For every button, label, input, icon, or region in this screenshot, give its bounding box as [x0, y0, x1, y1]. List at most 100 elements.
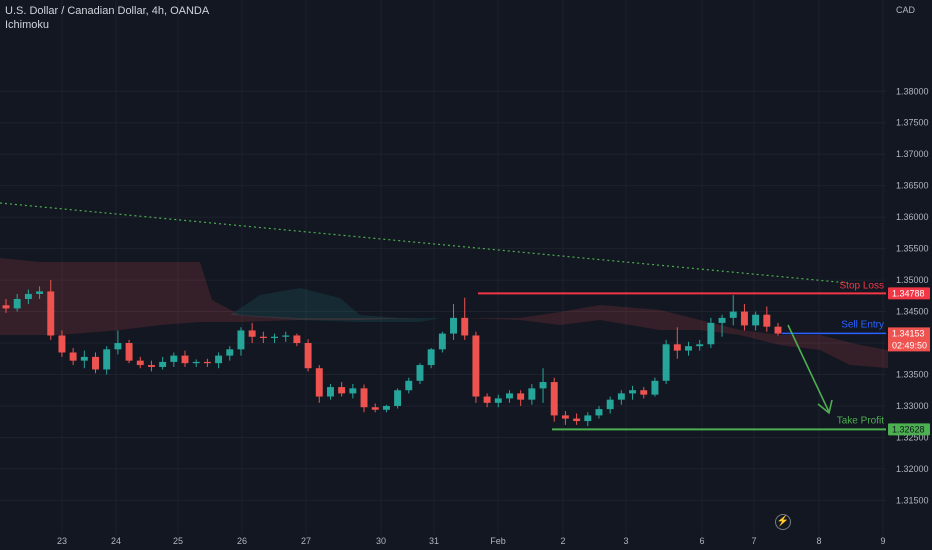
price-tick-label: 1.33500 [896, 370, 929, 380]
price-tick-label: 1.32000 [896, 464, 929, 474]
trade-levels: Stop Loss Sell Entry Take Profit [478, 280, 886, 431]
candle-body [326, 387, 334, 397]
candle-body [405, 380, 413, 391]
candle-body [416, 365, 424, 381]
candle-body [69, 352, 77, 361]
candle-body [259, 336, 267, 338]
price-tick-label: 1.37500 [896, 118, 929, 128]
price-tick-label: 1.38000 [896, 86, 929, 96]
candle-body [192, 361, 200, 364]
cloud-bullish [230, 288, 440, 322]
candle-body [147, 365, 155, 367]
target-arrow-shaft [787, 324, 830, 413]
candle-body [382, 405, 390, 410]
price-tick-label: 1.36500 [896, 181, 929, 191]
time-tick-label: 31 [429, 536, 439, 546]
candle-body [47, 291, 55, 336]
candle-body [461, 317, 469, 336]
candle-body [203, 361, 211, 364]
candle-body [528, 388, 536, 400]
candle-body [752, 314, 760, 326]
candle-body [673, 344, 681, 351]
candle-body [304, 343, 312, 369]
candle-body [92, 356, 99, 370]
candle-body [394, 390, 402, 406]
candle-body [360, 388, 368, 408]
candle-body [226, 349, 234, 356]
time-tick-label: 8 [816, 536, 821, 546]
candle-body [438, 333, 446, 350]
candle-body [662, 344, 670, 381]
candle-body [181, 355, 189, 364]
time-tick-label: 26 [237, 536, 247, 546]
candle-body [584, 415, 592, 422]
price-tick-label: 1.36000 [896, 212, 929, 222]
chikou-dotted-line [0, 202, 849, 284]
lightning-icon[interactable]: ⚡ [775, 514, 791, 530]
candle-body [136, 360, 144, 366]
indicator-label[interactable]: Ichimoku [5, 19, 50, 31]
current-price-tag: 1.34153 [892, 328, 925, 338]
time-tick-label: 27 [301, 536, 311, 546]
time-tick-label: Feb [490, 536, 506, 546]
candle-body [472, 335, 480, 397]
candle-body [696, 344, 704, 347]
candle-body [159, 361, 167, 367]
candle-body [494, 398, 502, 403]
countdown-timer: 02:49:50 [892, 340, 927, 350]
symbol-title: U.S. Dollar / Canadian Dollar, 4h, OANDA [5, 5, 210, 17]
candle-body [427, 349, 435, 366]
candle-body [371, 407, 379, 410]
current-price-tag-bg [888, 327, 930, 352]
candle-body [561, 415, 569, 419]
candle-body [2, 305, 10, 309]
time-tick-label: 2 [560, 536, 565, 546]
candlestick-series [2, 280, 782, 427]
price-tick-label: 1.32500 [896, 432, 929, 442]
candle-body [774, 326, 782, 334]
time-axis[interactable]: 23 24 25 26 27 30 31 Feb 2 3 6 7 8 9 [57, 536, 886, 546]
candle-body [36, 291, 44, 294]
price-tick-label: 1.34500 [896, 307, 929, 317]
candle-body [718, 317, 726, 323]
price-tick-label: 1.33000 [896, 401, 929, 411]
time-tick-label: 24 [111, 536, 121, 546]
candle-body [338, 387, 346, 394]
currency-label: CAD [896, 5, 916, 15]
candle-body [651, 380, 659, 395]
candle-body [24, 293, 32, 299]
take-profit-label: Take Profit [837, 415, 884, 426]
candle-body [629, 390, 637, 394]
price-tick-label: 1.37000 [896, 149, 929, 159]
candle-body [271, 336, 278, 338]
time-tick-label: 23 [57, 536, 67, 546]
price-tick-label: 1.31500 [896, 495, 929, 505]
cloud-bearish [0, 258, 888, 368]
candle-body [125, 343, 133, 361]
candle-body [349, 388, 357, 394]
sell-entry-label: Sell Entry [841, 319, 884, 330]
time-tick-label: 25 [173, 536, 183, 546]
candle-body [550, 382, 558, 416]
time-tick-label: 9 [880, 536, 885, 546]
candle-body [450, 317, 458, 334]
price-axis[interactable]: 1.38000 1.37500 1.37000 1.36500 1.36000 1.355… [888, 86, 930, 505]
stop-loss-price-tag-bg [888, 287, 930, 300]
chart-legend: U.S. Dollar / Canadian Dollar, 4h, OANDA… [5, 4, 209, 32]
candle-body [740, 311, 748, 326]
ichimoku-cloud [0, 202, 888, 368]
candle-body [685, 346, 692, 351]
candle-body [293, 335, 301, 344]
candle-body [606, 399, 614, 410]
candle-body [237, 330, 245, 350]
candle-body [729, 311, 737, 318]
candle-body [114, 343, 122, 350]
price-tick-label: 1.35500 [896, 244, 929, 254]
candle-body [80, 356, 88, 361]
candle-body [595, 409, 603, 416]
candle-body [170, 355, 178, 362]
grid-lines [0, 0, 886, 535]
candle-body [517, 393, 525, 400]
candle-body [483, 396, 491, 403]
